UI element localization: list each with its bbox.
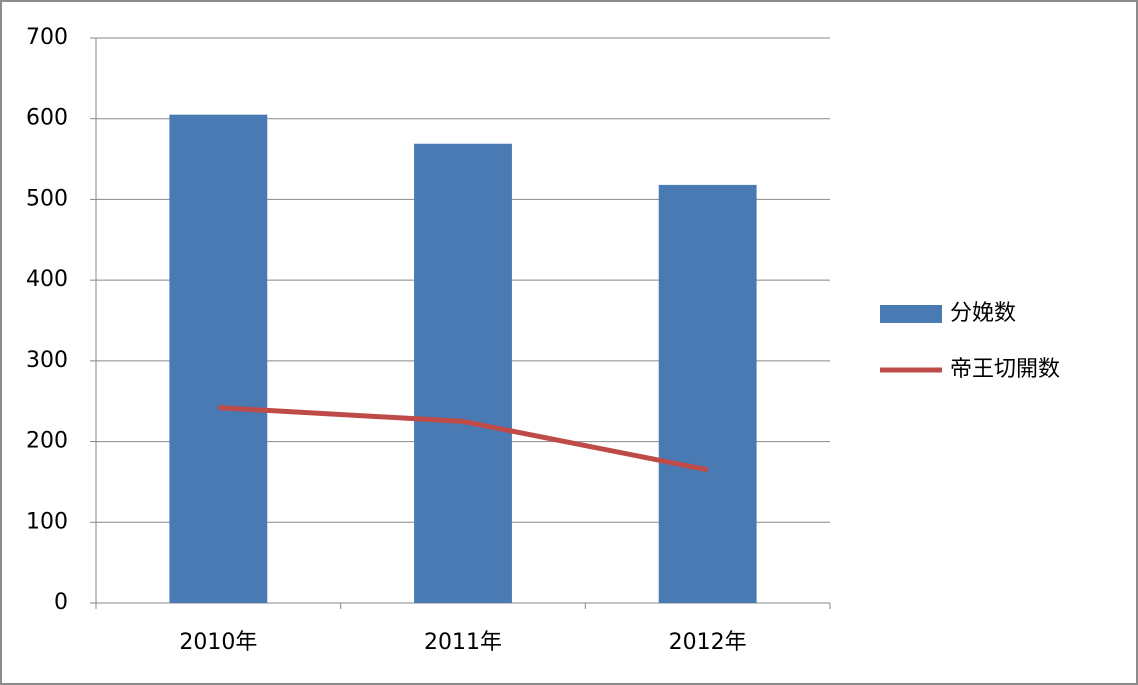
y-tick-label: 700	[26, 25, 68, 50]
y-tick-label: 500	[26, 186, 68, 211]
y-tick-label: 600	[26, 106, 68, 131]
bar	[414, 143, 512, 603]
legend-label: 分娩数	[950, 301, 1016, 326]
y-tick-label: 200	[26, 429, 68, 454]
x-tick-label: 2012年	[669, 630, 747, 655]
y-tick-label: 100	[26, 509, 68, 534]
x-tick-label: 2011年	[424, 630, 502, 655]
x-tick-label: 2010年	[179, 630, 257, 655]
y-tick-label: 300	[26, 348, 68, 373]
legend-swatch	[880, 305, 942, 323]
bar	[169, 114, 268, 603]
line	[218, 405, 709, 473]
bar	[658, 184, 757, 603]
legend-label: 帝王切開数	[950, 357, 1060, 382]
y-tick-label: 0	[54, 590, 68, 615]
y-tick-label: 400	[26, 267, 68, 292]
